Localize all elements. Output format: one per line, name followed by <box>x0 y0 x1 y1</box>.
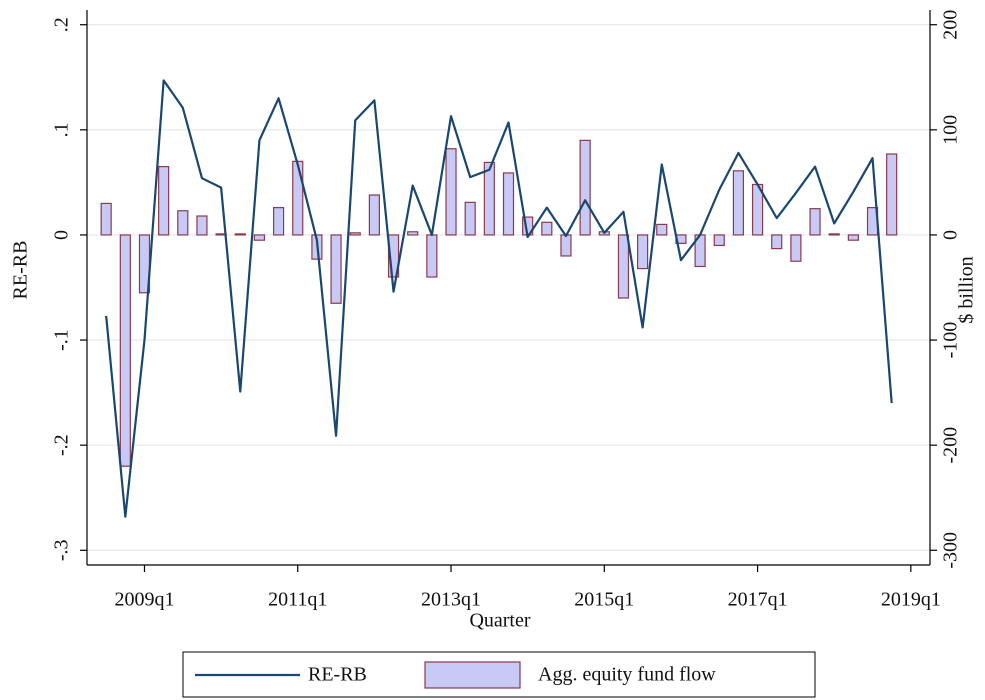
bar <box>713 234 725 247</box>
y-axis-title: RE-RB <box>10 241 32 300</box>
bar <box>847 234 859 241</box>
bar <box>771 234 783 250</box>
x-tick-label: 2009q1 <box>114 589 174 611</box>
y-tick-label: .2 <box>51 17 73 32</box>
bar <box>809 208 821 236</box>
bar <box>445 148 457 236</box>
bar <box>234 233 246 236</box>
bar <box>407 231 419 236</box>
bar <box>330 234 342 304</box>
y-tick-label: -.1 <box>51 329 73 351</box>
bar <box>272 207 285 236</box>
bar <box>790 234 802 262</box>
y2-tick-label: 0 <box>940 230 962 240</box>
bar <box>292 160 304 236</box>
y-tick-label: 0 <box>51 230 73 240</box>
bar <box>483 161 495 236</box>
bar <box>177 210 189 236</box>
bar <box>541 221 553 236</box>
y2-tick-label: 200 <box>940 10 962 40</box>
x-tick-label: 2019q1 <box>881 589 941 611</box>
x-tick-label: 2013q1 <box>421 589 481 611</box>
x-tick-label: 2017q1 <box>728 589 788 611</box>
y2-tick-label: -200 <box>940 427 962 464</box>
y-tick-label: -.2 <box>51 434 73 456</box>
bar <box>886 153 898 236</box>
bar <box>464 201 476 236</box>
y-tick-label: .1 <box>51 122 73 137</box>
bar <box>158 166 170 236</box>
bar <box>349 232 361 236</box>
bar <box>196 215 208 236</box>
bar <box>637 234 649 270</box>
y2-axis-title: $ billion <box>956 256 978 323</box>
bar <box>368 194 380 236</box>
x-axis-title: Quarter <box>469 610 530 632</box>
bar <box>502 172 515 236</box>
bar <box>253 234 266 241</box>
bar <box>426 234 438 278</box>
bar <box>100 202 112 236</box>
bar <box>387 234 400 278</box>
y2-tick-label: -300 <box>940 532 962 569</box>
bar <box>617 234 630 299</box>
line <box>105 79 893 518</box>
bar <box>656 223 668 236</box>
x-tick-label: 2015q1 <box>574 589 634 611</box>
bar <box>732 170 745 236</box>
legend-label: Agg. equity fund flow <box>538 664 716 686</box>
x-tick-label: 2011q1 <box>268 589 327 611</box>
y2-tick-label: 100 <box>940 115 962 145</box>
legend-swatch <box>424 661 521 689</box>
bar <box>828 233 840 236</box>
y-tick-label: -.3 <box>51 539 73 561</box>
y2-tick-label: -100 <box>940 322 962 359</box>
legend-label: RE-RB <box>308 664 367 686</box>
bar <box>560 234 572 257</box>
bar <box>579 139 591 236</box>
bar <box>119 234 131 467</box>
